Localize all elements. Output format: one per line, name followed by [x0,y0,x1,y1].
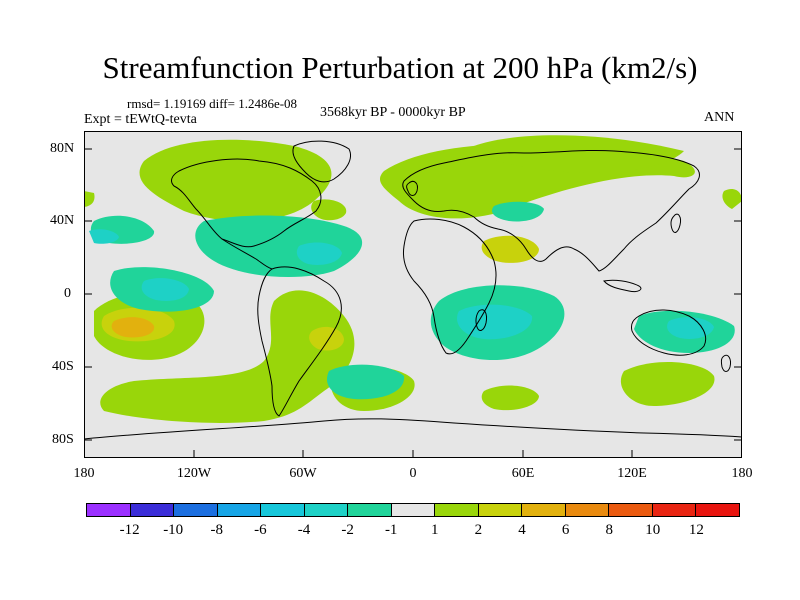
chart-title: Streamfunction Perturbation at 200 hPa (… [102,50,698,85]
anomaly-patch [89,229,119,244]
period-label: 3568kyr BP - 0000kyr BP [320,105,466,120]
y-tick-label: 40N [50,213,75,228]
colorbar-label: 8 [605,522,613,538]
colorbar-swatch [261,504,305,516]
anomaly-patch [481,385,539,411]
coastline-eurasia [402,149,700,272]
colorbar-swatch [522,504,566,516]
coastline-british-isles [406,180,418,196]
continent-outlines [84,140,742,440]
coastline-indonesia [603,279,642,292]
coastline-south-america [257,266,342,417]
coastline-central-america [221,238,273,270]
anomaly-patch [141,278,189,301]
y-tick-label: 40S [52,359,74,374]
anomaly-patch [491,201,544,222]
colorbar-swatch [130,504,175,516]
coastline-new-zealand [720,354,731,372]
anomaly-patch [474,135,684,173]
colorbar-swatch [348,504,392,516]
colorbar-label: -6 [254,522,267,538]
x-tick-label: 180 [73,466,95,481]
y-tick-label: 0 [64,286,71,301]
colorbar-label: -10 [163,522,184,538]
anomaly-patch [84,191,95,207]
colorbar-label: -8 [210,522,224,538]
colorbar-swatch [478,504,523,516]
anomaly-patch [620,361,715,406]
x-tick-label: 0 [409,466,417,481]
colorbar-swatch [565,504,610,516]
anomaly-patch [296,242,342,265]
season-label: ANN [704,110,735,125]
colorbar-label: 6 [561,522,570,538]
anomaly-patch [139,139,332,222]
colorbar-label: 1 [431,522,439,538]
colorbar-swatch [652,504,697,516]
colorbar-swatch [304,504,349,516]
colorbar-label: 4 [518,522,526,538]
colorbar-swatch [435,504,479,516]
coastline-japan [670,213,681,233]
colorbar-swatch [696,504,739,516]
stats-text: rmsd= 1.19169 diff= 1.2486e-08 [127,96,298,111]
experiment-label: Expt = tEWtQ-tevta [84,112,197,127]
x-tick-label: 120E [617,466,647,481]
x-tick-marks [84,450,742,458]
colorbar-label: -2 [341,522,354,538]
colorbar-swatch [609,504,653,516]
anomaly-patch [326,364,405,400]
colorbar-swatch [87,504,131,516]
anomaly-patch [100,290,355,423]
coastline-north-america [171,158,322,248]
y-tick-marks [84,148,742,441]
anomaly-patch [111,317,155,338]
anomaly-patch [309,326,344,351]
x-tick-label: 60W [289,466,317,481]
coastline-antarctica [84,418,742,440]
coastline-australia [631,309,707,356]
x-tick-label: 180 [731,466,753,481]
colorbar-swatch [217,504,262,516]
anomaly-patch [722,189,742,209]
colorbar-label: 12 [688,522,704,538]
y-tick-label: 80S [52,432,74,447]
colorbar-swatch [391,504,436,516]
x-tick-label: 60E [511,466,535,481]
colorbar [86,503,740,517]
colorbar-label: 2 [474,522,483,538]
x-tick-label: 120W [176,466,212,481]
colorbar-label: -1 [384,522,398,538]
y-tick-label: 80N [50,141,75,156]
colorbar-swatch [174,504,218,516]
coastline-greenland [292,140,351,183]
anomaly-patch [481,235,539,263]
coastline-africa [403,218,497,355]
anomaly-patch [667,317,714,339]
positive-anomaly-layer-3 [111,317,155,338]
negative-anomaly-layer-2 [89,229,714,340]
coastline-madagascar [475,309,487,331]
colorbar-label: 10 [645,522,661,538]
colorbar-label: -12 [119,522,140,538]
map-plot [84,131,742,458]
anomaly-patch [456,304,533,340]
colorbar-label: -4 [297,522,311,538]
